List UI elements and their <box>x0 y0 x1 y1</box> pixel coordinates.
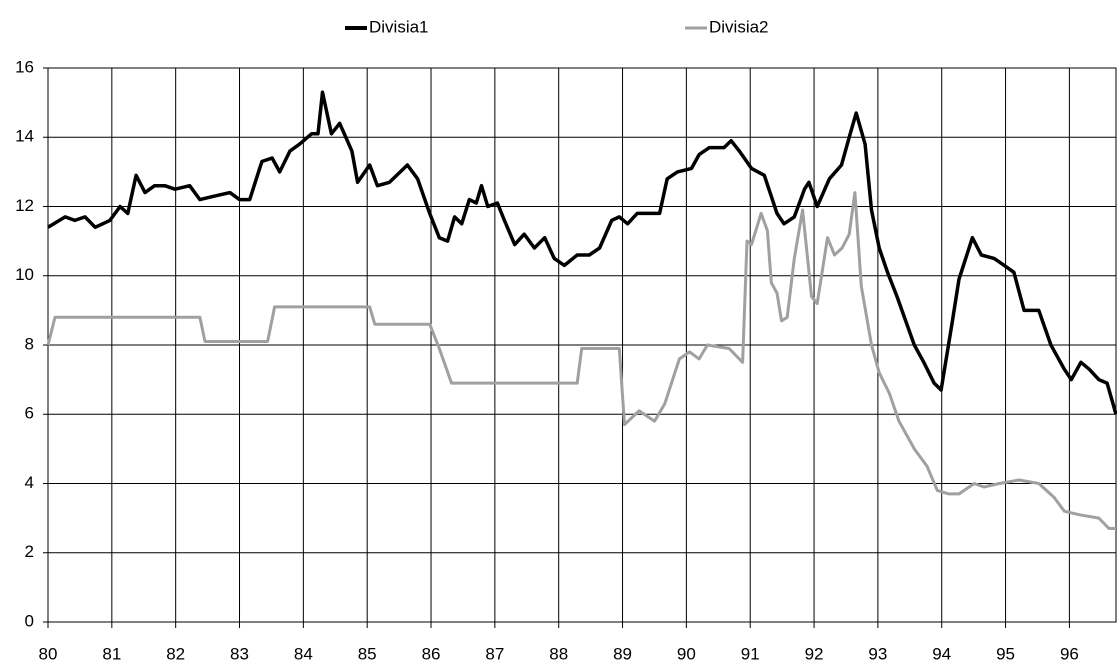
x-tick-label: 91 <box>741 644 760 663</box>
x-tick-label: 96 <box>1060 644 1079 663</box>
x-tick-label: 86 <box>422 644 441 663</box>
y-tick-label: 14 <box>15 127 34 146</box>
x-tick-label: 80 <box>39 644 58 663</box>
data-line <box>47 90 1117 415</box>
y-tick-label: 16 <box>15 57 34 76</box>
x-tick-label: 95 <box>996 644 1015 663</box>
y-tick-label: 0 <box>25 611 34 630</box>
x-tick-label: 92 <box>805 644 824 663</box>
x-tick-label: 87 <box>485 644 504 663</box>
x-tick-label: 89 <box>613 644 632 663</box>
y-tick-label: 10 <box>15 265 34 284</box>
x-tick-label: 83 <box>230 644 249 663</box>
legend-label: Divisia2 <box>709 17 769 36</box>
x-tick-label: 81 <box>102 644 121 663</box>
y-tick-label: 8 <box>25 334 34 353</box>
y-tick-label: 2 <box>25 542 34 561</box>
x-tick-label: 93 <box>868 644 887 663</box>
x-tick-label: 85 <box>358 644 377 663</box>
y-tick-label: 6 <box>25 404 34 423</box>
legend-label: Divisia1 <box>369 17 429 36</box>
data-line <box>46 191 1116 530</box>
x-tick-label: 90 <box>677 644 696 663</box>
y-tick-label: 4 <box>25 473 34 492</box>
x-tick-label: 84 <box>294 644 313 663</box>
x-tick-label: 82 <box>166 644 185 663</box>
y-tick-label: 12 <box>15 196 34 215</box>
x-tick-label: 88 <box>549 644 568 663</box>
x-tick-label: 94 <box>932 644 951 663</box>
